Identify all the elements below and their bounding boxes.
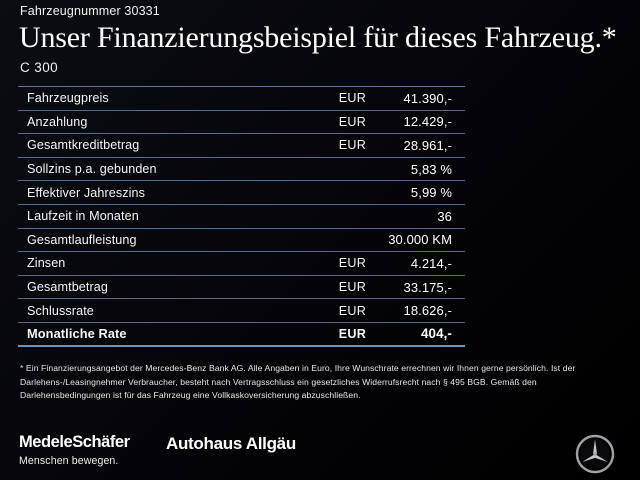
row-value: 30.000 KM (388, 232, 452, 248)
vehicle-model: C 300 (20, 60, 59, 75)
table-row: Effektiver Jahreszins 5,99 % (18, 180, 465, 204)
row-label: Zinsen (27, 256, 66, 271)
row-value: 18.626,- (403, 303, 452, 319)
dealer-brand-name: MedeleSchäfer (19, 433, 130, 451)
dealer-secondary-name: Autohaus Allgäu (166, 434, 296, 453)
row-value: 4.214,- (410, 255, 452, 271)
row-currency: EUR (338, 138, 366, 153)
table-row: Monatliche Rate EUR 404,- (18, 321, 465, 347)
table-row: Gesamtkreditbetrag EUR 28.961,- (18, 133, 465, 157)
row-label: Fahrzeugpreis (27, 91, 109, 106)
row-value: 33.175,- (403, 279, 452, 295)
row-label: Gesamtkreditbetrag (27, 138, 140, 153)
table-row: Laufzeit in Monaten 36 (18, 203, 465, 228)
table-row: Anzahlung EUR 12.429,- (18, 109, 465, 134)
footer: MedeleSchäfer Menschen bewegen. Autohaus… (0, 425, 640, 480)
row-value: 41.390,- (403, 90, 452, 106)
dealer-tagline: Menschen bewegen. (19, 455, 119, 467)
row-label: Anzahlung (27, 114, 88, 129)
table-row: Gesamtlaufleistung 30.000 KM (18, 227, 465, 252)
row-value: 12.429,- (403, 114, 452, 130)
row-label: Monatliche Rate (27, 326, 127, 342)
financing-table: Fahrzeugpreis EUR 41.390,- Anzahlung EUR 12.4… (18, 86, 465, 347)
row-value: 36 (437, 208, 452, 224)
row-currency: EUR (338, 91, 366, 106)
row-label: Sollzins p.a. gebunden (27, 162, 157, 177)
row-currency: EUR (338, 280, 366, 295)
row-label: Schlussrate (27, 303, 94, 318)
row-label: Laufzeit in Monaten (27, 209, 139, 224)
row-label: Gesamtbetrag (27, 280, 108, 295)
mercedes-star-icon (575, 434, 615, 474)
row-currency: EUR (338, 303, 366, 318)
row-currency: EUR (338, 326, 366, 341)
row-value: 28.961,- (403, 137, 452, 153)
vehicle-number: Fahrzeugnummer 30331 (20, 4, 160, 18)
row-value: 5,99 % (410, 185, 452, 201)
page-title: Unser Finanzierungsbeispiel für dieses F… (19, 21, 617, 54)
row-label: Gesamtlaufleistung (27, 232, 137, 247)
row-value: 5,83 % (410, 161, 452, 177)
dealer-logo: MedeleSchäfer Menschen bewegen. (19, 433, 130, 467)
footnote-text: * Ein Finanzierungsangebot der Mercedes-… (20, 363, 576, 401)
row-currency: EUR (338, 114, 366, 129)
table-row: Gesamtbetrag EUR 33.175,- (18, 274, 465, 299)
row-label: Effektiver Jahreszins (27, 185, 146, 200)
table-row: Zinsen EUR 4.214,- (18, 251, 465, 275)
row-value: 404,- (420, 326, 452, 342)
table-row: Fahrzeugpreis EUR 41.390,- (18, 86, 465, 110)
row-currency: EUR (338, 256, 366, 271)
table-row: Sollzins p.a. gebunden 5,83 % (18, 156, 465, 181)
table-row: Schlussrate EUR 18.626,- (18, 298, 465, 322)
